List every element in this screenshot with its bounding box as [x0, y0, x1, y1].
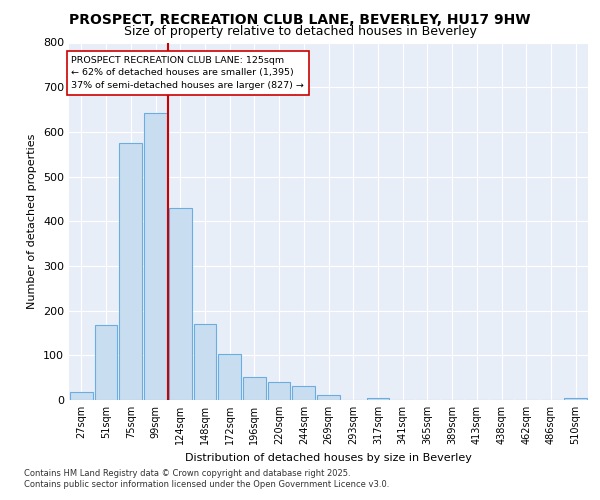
Bar — [95, 325, 118, 400]
Bar — [70, 392, 93, 400]
Bar — [144, 113, 167, 400]
Bar — [119, 143, 142, 400]
X-axis label: Distribution of detached houses by size in Beverley: Distribution of detached houses by size … — [185, 452, 472, 462]
Bar — [218, 354, 241, 400]
Bar — [317, 394, 340, 400]
Bar — [243, 377, 266, 400]
Bar — [292, 386, 315, 400]
Bar — [564, 398, 587, 400]
Text: Contains public sector information licensed under the Open Government Licence v3: Contains public sector information licen… — [24, 480, 389, 489]
Bar — [268, 382, 290, 400]
Bar — [194, 324, 216, 400]
Text: PROSPECT RECREATION CLUB LANE: 125sqm
← 62% of detached houses are smaller (1,39: PROSPECT RECREATION CLUB LANE: 125sqm ← … — [71, 56, 304, 90]
Text: Contains HM Land Registry data © Crown copyright and database right 2025.: Contains HM Land Registry data © Crown c… — [24, 468, 350, 477]
Y-axis label: Number of detached properties: Number of detached properties — [28, 134, 37, 309]
Bar — [169, 208, 191, 400]
Text: PROSPECT, RECREATION CLUB LANE, BEVERLEY, HU17 9HW: PROSPECT, RECREATION CLUB LANE, BEVERLEY… — [69, 12, 531, 26]
Bar — [367, 398, 389, 400]
Text: Size of property relative to detached houses in Beverley: Size of property relative to detached ho… — [124, 25, 476, 38]
